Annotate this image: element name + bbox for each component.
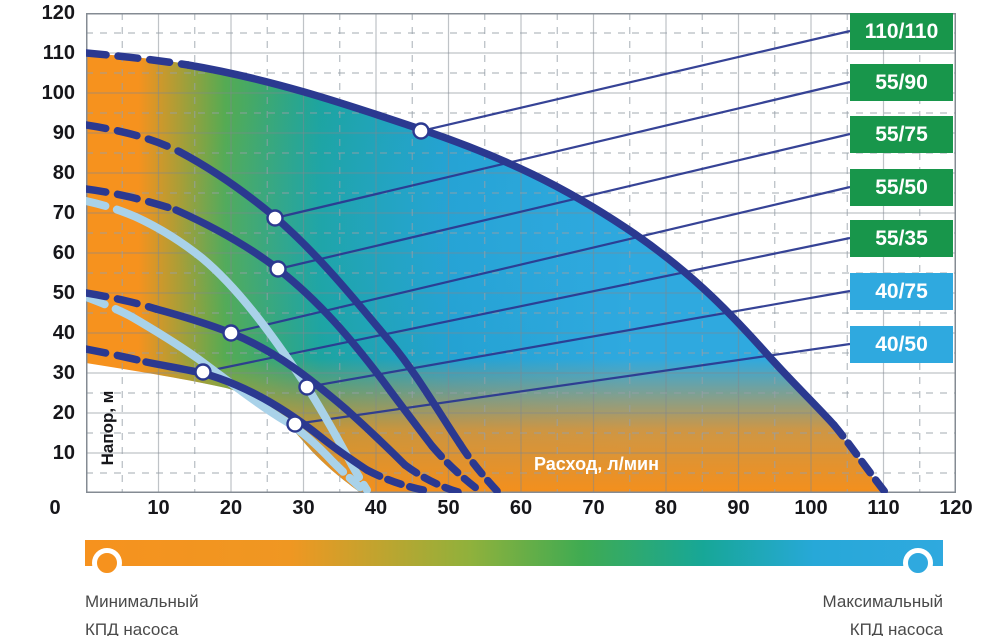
- y-tick-label: 110: [42, 42, 75, 64]
- duty-point-55-75: [269, 260, 287, 278]
- x-tick-label: 100: [794, 497, 828, 519]
- duty-point-55-90: [266, 209, 284, 227]
- badge-40-75: 40/75: [850, 273, 953, 310]
- duty-point-110-110: [412, 122, 430, 140]
- badge-40-50: 40/50: [850, 326, 953, 363]
- y-tick-label: 80: [52, 162, 75, 184]
- curve-110-110: [86, 49, 889, 493]
- badge-55-50: 55/50: [850, 169, 953, 206]
- y-tick-label: 50: [52, 282, 75, 304]
- badge-55-35: 55/35: [850, 220, 953, 257]
- badge-110-110: 110/110: [850, 13, 953, 50]
- duty-point-55-50: [222, 324, 240, 342]
- badge-55-75: 55/75: [850, 116, 953, 153]
- curve-40-75: [86, 197, 371, 493]
- x-tick-label: 90: [727, 497, 750, 519]
- y-axis-title: Напор, м: [98, 390, 117, 466]
- min-efficiency-label: Минимальный КПД насоса: [85, 592, 199, 636]
- efficiency-gradient-bar: [85, 540, 943, 566]
- x-tick-label: 60: [509, 497, 533, 519]
- duty-point-40-50: [286, 415, 304, 433]
- y-tick-label: 120: [41, 2, 75, 24]
- plot-area: Напор, м Расход, л/мин: [86, 13, 956, 493]
- callout-lines: [202, 29, 851, 426]
- y-tick-label: 30: [52, 362, 75, 384]
- y-tick-label: 60: [52, 242, 75, 264]
- duty-point-55-35: [194, 363, 212, 381]
- y-tick-label: 90: [52, 122, 75, 144]
- x-tick-label: 10: [147, 497, 170, 519]
- x-tick-label: 30: [292, 497, 315, 519]
- duty-point-40-75: [298, 378, 316, 396]
- chart-canvas: [86, 13, 956, 493]
- plot-frame: [86, 13, 956, 493]
- duty-point-markers: [194, 122, 430, 433]
- x-tick-label: 50: [437, 497, 460, 519]
- x-tick-label: 70: [582, 497, 605, 519]
- y-tick-label: 10: [52, 442, 75, 464]
- x-tick-label: 120: [939, 497, 973, 519]
- curve-55-90: [86, 121, 502, 493]
- badge-55-90: 55/90: [850, 64, 953, 101]
- y-tick-label: 20: [52, 402, 75, 424]
- curve-55-50: [86, 289, 462, 493]
- max-efficiency-label: Максимальный КПД насоса: [822, 592, 943, 636]
- x-tick-label: 40: [364, 497, 388, 519]
- x-tick-label: 0: [49, 497, 61, 519]
- min-efficiency-dot: [92, 548, 122, 578]
- max-efficiency-dot: [903, 548, 933, 578]
- curve-55-35: [86, 345, 432, 493]
- x-tick-label: 110: [867, 497, 900, 519]
- x-tick-label: 20: [219, 497, 243, 519]
- y-tick-label: 40: [52, 322, 75, 344]
- curve-55-75: [86, 185, 480, 492]
- x-tick-label: 80: [654, 497, 678, 519]
- x-axis-title: Расход, л/мин: [534, 454, 659, 474]
- y-tick-label: 70: [52, 202, 75, 224]
- y-tick-label: 100: [41, 82, 75, 104]
- gridlines: [86, 13, 956, 493]
